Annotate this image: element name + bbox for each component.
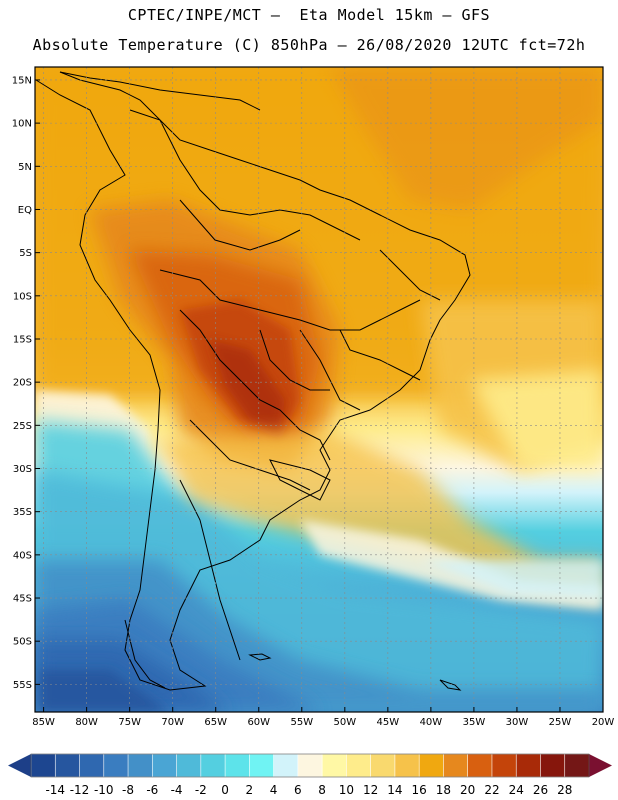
lon-tick-label: 45W [377,717,400,728]
lat-tick-label: 25S [13,421,32,432]
lat-tick-label: EQ [18,205,32,216]
lon-tick-label: 25W [549,717,572,728]
colorbar-swatch [273,753,299,778]
colorbar-swatch [418,753,445,778]
colorbar-swatch [152,753,178,778]
lon-tick-label: 60W [247,717,270,728]
colorbar-swatch [394,753,420,778]
colorbar-swatch [103,753,129,778]
colorbar-swatch [200,753,226,778]
colorbar-swatch [30,753,57,778]
colorbar-label: 10 [339,783,354,797]
colorbar-swatch [370,753,396,778]
lat-tick-label: 15N [12,75,32,86]
colorbar-swatch [467,753,493,778]
colorbar: -14 -12 -10 -8 -6 -4 -2 0 2 4 6 8 10 12 14 16 18 20 22 24 26… [8,753,612,797]
map-title-line2: Absolute Temperature (C) 850hPa – 26/08/… [32,36,586,54]
colorbar-swatch [224,753,251,778]
colorbar-label: 12 [363,783,378,797]
lat-tick-label: 50S [13,637,32,648]
colorbar-label: 2 [246,783,254,797]
colorbar-label: 4 [270,783,278,797]
colorbar-swatch [515,753,542,778]
lat-tick-label: 5N [18,162,32,173]
colorbar-label: 26 [533,783,548,797]
colorbar-swatch [346,753,372,778]
colorbar-label: -12 [70,783,90,797]
colorbar-frame [30,753,590,778]
lat-tick-label: 55S [13,680,32,691]
colorbar-label: 16 [412,783,427,797]
colorbar-swatch [443,753,469,778]
lat-tick-label: 45S [13,594,32,605]
map-title-line1: CPTEC/INPE/MCT – Eta Model 15km – GFS [127,6,491,24]
colorbar-swatch [491,753,518,778]
lon-tick-label: 80W [75,717,98,728]
colorbar-label: 24 [509,783,524,797]
colorbar-label: -10 [94,783,114,797]
colorbar-swatch [127,753,154,778]
colorbar-label: 6 [294,783,302,797]
lon-tick-label: 50W [334,717,357,728]
colorbar-swatch [321,753,348,778]
colorbar-label: 18 [436,783,451,797]
lat-tick-label: 20S [13,378,32,389]
lat-tick-label: 35S [13,507,32,518]
colorbar-label: -8 [122,783,134,797]
lon-tick-label: 55W [290,717,313,728]
lon-tick-label: 75W [118,717,141,728]
coastline [35,71,471,691]
colorbar-label: 14 [387,783,402,797]
lat-tick-label: 15S [13,334,32,345]
colorbar-label: 20 [460,783,475,797]
lon-tick-label: 40W [420,717,443,728]
colorbar-label: -2 [195,783,207,797]
lat-tick-label: 30S [13,464,32,475]
lat-tick-label: 10S [13,291,32,302]
lon-tick-label: 20W [592,717,615,728]
lon-tick-label: 35W [463,717,486,728]
colorbar-low-arrow [8,754,31,777]
lon-tick-label: 70W [161,717,184,728]
colorbar-label: -14 [45,783,65,797]
plot-frame [34,66,604,713]
lat-tick-label: 5S [19,248,32,259]
lon-tick-label: 30W [506,717,529,728]
colorbar-label: 28 [557,783,572,797]
colorbar-label: -6 [146,783,158,797]
colorbar-swatch [176,753,202,778]
lat-tick-label: 10N [12,119,32,130]
colorbar-label: 0 [221,783,229,797]
colorbar-label: -4 [171,783,183,797]
colorbar-label: 22 [484,783,499,797]
colorbar-swatch [564,753,590,778]
colorbar-swatch [54,753,81,778]
colorbar-high-arrow [589,754,612,777]
temperature-field [35,67,603,712]
lon-tick-label: 85W [32,717,55,728]
colorbar-swatch [249,753,275,778]
lon-tick-label: 65W [204,717,227,728]
colorbar-swatch [297,753,323,778]
colorbar-swatch [79,753,105,778]
colorbar-swatch [540,753,566,778]
lat-tick-label: 40S [13,550,32,561]
colorbar-label: 8 [318,783,326,797]
